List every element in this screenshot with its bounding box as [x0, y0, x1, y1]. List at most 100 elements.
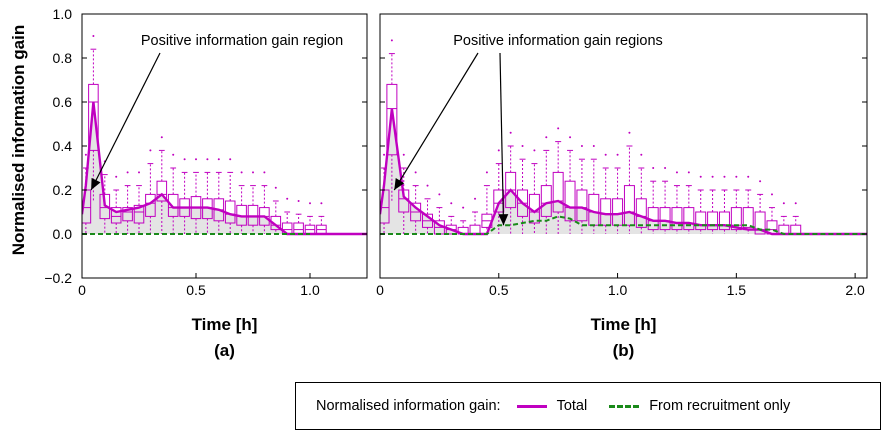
panel-a-box-13	[224, 158, 236, 234]
panel-b-box-24-outlier	[664, 167, 667, 169]
panel-a-box-4-outlier	[126, 171, 129, 174]
panel-b-box-35	[790, 202, 802, 235]
panel-b-box-30-body	[730, 207, 742, 231]
panel-b-box-22-body	[635, 198, 647, 228]
panel-b-box-21-body	[623, 185, 635, 226]
panel-a-frame	[81, 13, 368, 279]
panel-a-annotation-arrowhead-0	[91, 177, 101, 190]
panel-b-box-10-outlier	[497, 149, 500, 152]
panel-b-x-axis-label: Time [h]	[591, 315, 657, 334]
panel-b-frame	[379, 13, 868, 279]
panel-b-box-19-body	[600, 198, 612, 226]
legend-label-recruitment: From recruitment only	[649, 398, 791, 414]
panel-b-box-29-body	[718, 211, 730, 231]
panel-a-box-13-outlier	[229, 158, 232, 161]
panel-b-box-8-body	[469, 224, 481, 235]
panel-b-box-33-outlier	[770, 193, 773, 196]
panel-b-box-25-outlier	[675, 171, 678, 174]
panel-b-box-9-outlier	[485, 171, 488, 174]
panel-b-box-29-outlier	[723, 175, 726, 178]
panel-b-box-1-outlier	[390, 39, 393, 42]
panel-b-annotation-arrowhead-0	[394, 178, 405, 190]
panel-b-plot-area	[380, 39, 867, 236]
panel-a-xtick-label-0: 0	[78, 282, 86, 298]
panel-b-area-fill	[380, 108, 867, 234]
panel-b: 0 0.5 1.0 1.5 2.0 Time [h] (b) Positive informa…	[376, 13, 868, 360]
panel-a: −0.2 0.0 0.2 0.4 0.6 0.8 1.0 0 0.5 1.0 Time [h] (a)…	[44, 6, 368, 360]
legend-swatch-recruitment	[609, 404, 640, 408]
panel-b-box-5-outlier	[438, 193, 441, 196]
panel-a-box-12-outlier	[217, 158, 220, 161]
panel-a-plot-area	[82, 35, 367, 236]
panel-b-box-21	[623, 131, 635, 234]
panel-b-box-18-outlier	[592, 145, 595, 147]
panel-b-xtick-label-0: 0	[376, 282, 384, 298]
panel-a-box-1-outlier	[92, 35, 95, 37]
panel-a-box-4	[122, 171, 133, 234]
panel-a-box-19-body	[293, 222, 304, 235]
panel-a-box-5-outlier	[138, 171, 140, 174]
panel-a-box-10-outlier	[195, 158, 197, 161]
panel-b-box-15-body	[552, 171, 564, 213]
panel-b-box-25-body	[671, 207, 683, 231]
panel-b-box-34	[778, 202, 790, 235]
panel-a-ytick-label-5: 0.8	[53, 50, 73, 66]
panel-b-box-12-outlier	[521, 145, 524, 147]
panel-b-box-35-body	[790, 224, 802, 235]
panel-b-box-11-outlier	[509, 131, 512, 134]
panel-b-box-8-outlier	[474, 197, 477, 200]
y-axis-label: Normalised information gain	[9, 25, 28, 255]
panel-b-annotation-arrow-0	[393, 52, 479, 191]
panel-a-ytick-label-6: 1.0	[53, 6, 73, 22]
legend: Normalised information gain: Total From …	[295, 382, 881, 430]
panel-b-annotation-text: Positive information gain regions	[453, 33, 663, 49]
panel-b-box-14-outlier	[545, 136, 548, 139]
panel-b-box-26-body	[683, 207, 695, 231]
panel-a-box-19	[293, 200, 304, 235]
panel-b-box-17-body	[576, 189, 588, 222]
panel-b-xtick-label-4: 2.0	[845, 282, 865, 298]
panel-b-box-20-outlier	[616, 153, 619, 156]
legend-item-recruitment: From recruitment only	[609, 398, 790, 414]
panel-a-box-7-outlier	[160, 136, 163, 139]
panel-b-box-3-outlier	[414, 171, 417, 174]
panel-a-box-20-outlier	[309, 202, 311, 205]
panel-a-box-3-body	[110, 207, 122, 224]
panel-b-box-35-outlier	[794, 202, 797, 205]
panel-b-box-19-outlier	[604, 153, 607, 156]
panel-b-xtick-label-2: 1.0	[608, 282, 628, 298]
panel-a-box-11-outlier	[206, 158, 209, 161]
panel-a-ytick-label-0: −0.2	[44, 270, 72, 286]
panel-b-box-24-body	[659, 207, 671, 231]
legend-label-total: Total	[556, 398, 588, 414]
panel-a-box-17-outlier	[274, 186, 277, 189]
panel-b-box-30	[730, 175, 742, 234]
panel-b-series-total	[380, 108, 867, 236]
panel-b-box-32	[754, 180, 766, 235]
panel-a-box-18	[281, 197, 293, 235]
panel-b-box-34-body	[778, 224, 790, 235]
panel-b-box-28-body	[707, 211, 719, 231]
figure-canvas: Normalised information gain −0.2 0.0 0.2 0.…	[9, 6, 868, 360]
panel-b-box-28-outlier	[711, 175, 714, 178]
panel-a-box-20	[304, 202, 316, 235]
panel-b-box-32-outlier	[759, 180, 762, 183]
panel-a-box-8-body	[167, 193, 179, 217]
panel-a-box-6-outlier	[149, 149, 152, 152]
panel-a-box-1	[88, 35, 99, 201]
panel-a-box-16-outlier	[263, 171, 266, 174]
panel-b-box-27-body	[695, 211, 707, 231]
panel-b-box-0-outlier	[383, 153, 386, 156]
panel-a-ytick-label-3: 0.4	[53, 138, 73, 154]
panel-b-box-10-body	[493, 189, 505, 213]
panel-b-box-13-outlier	[533, 149, 536, 152]
legend-swatch-total	[516, 404, 547, 408]
panel-a-box-8-outlier	[172, 153, 175, 156]
panel-a-xtick-label-1: 0.5	[186, 282, 206, 298]
panel-b-box-17	[576, 145, 588, 234]
panel-b-box-30-outlier	[735, 175, 738, 178]
panel-b-box-4-outlier	[426, 184, 429, 187]
panel-a-box-2	[99, 160, 111, 234]
panel-a-box-0-outlier	[84, 153, 87, 156]
panel-b-series-recruitment	[380, 215, 867, 235]
